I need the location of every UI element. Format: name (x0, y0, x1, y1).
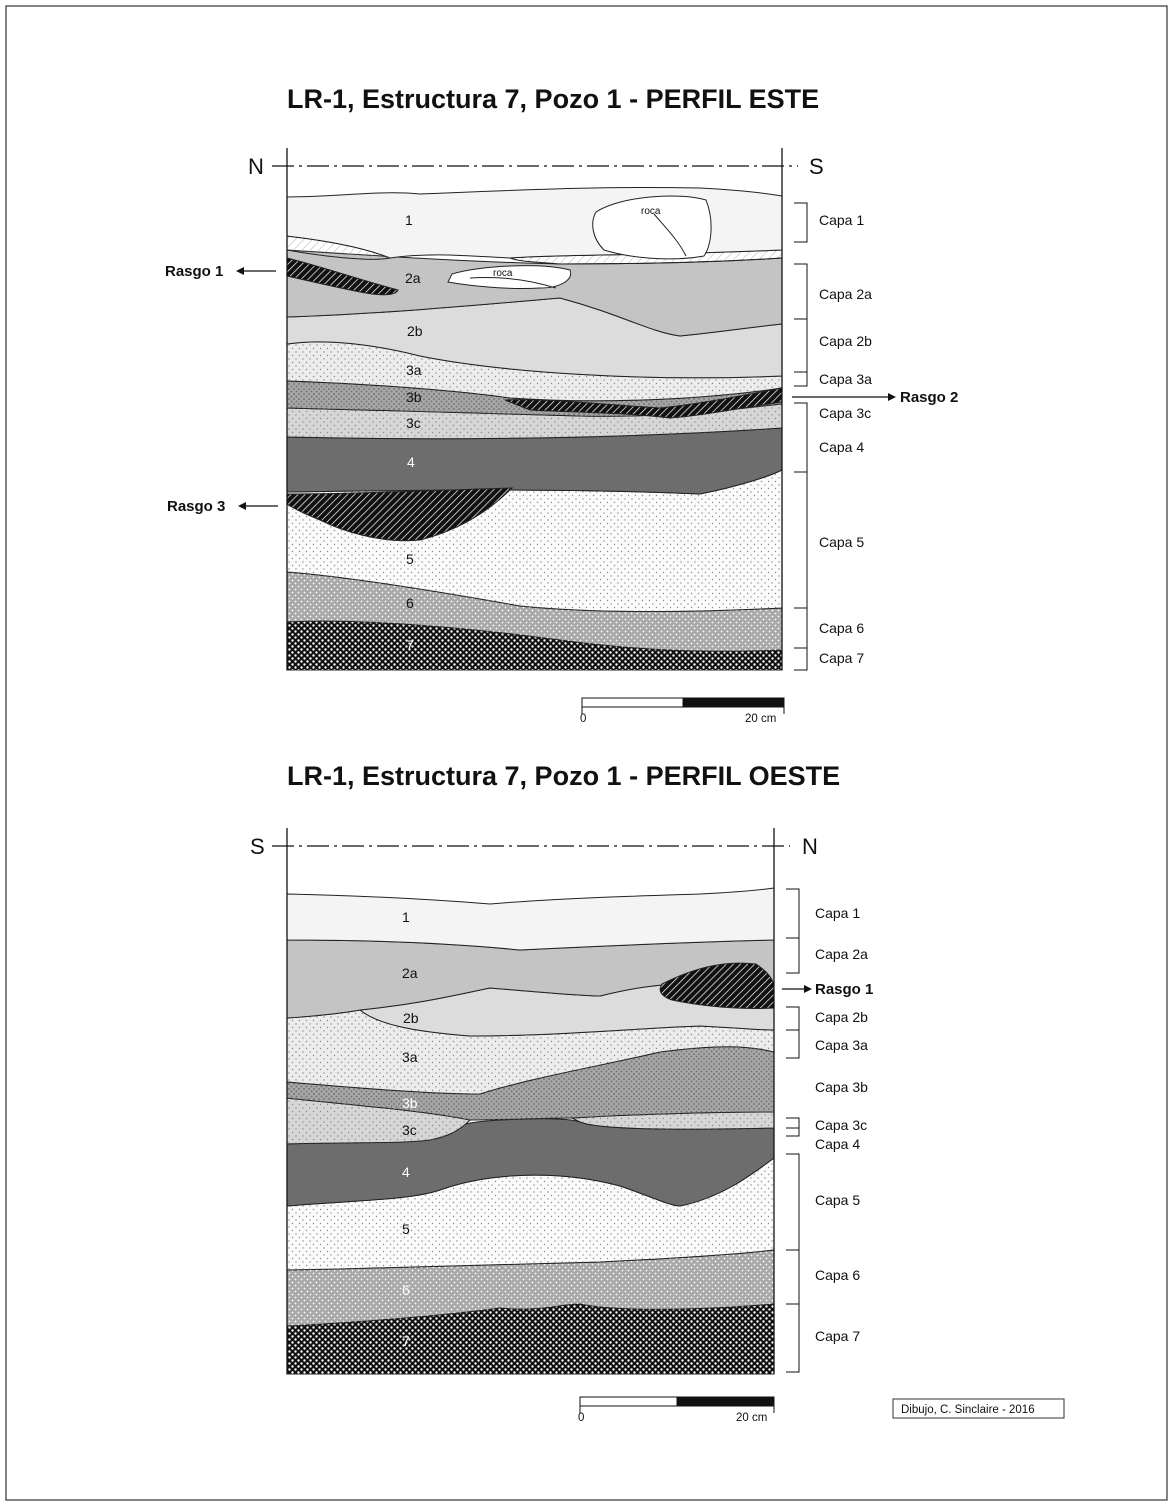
capa-brackets (786, 888, 800, 1373)
orientation-left: N (248, 154, 264, 179)
page-border (5, 5, 1168, 1501)
layer-7-dots (287, 1304, 774, 1374)
layer-3a-dots (287, 1010, 774, 1094)
scale-bar (579, 1396, 775, 1413)
capa-label: Capa 1 (819, 212, 864, 228)
profile-este-title: LR-1, Estructura 7, Pozo 1 - PERFIL ESTE (287, 84, 819, 114)
capa-label: Capa 4 (815, 1136, 860, 1152)
layer-label-3c: 3c (406, 415, 421, 431)
layer-label-7: 7 (406, 637, 414, 653)
rasgo-1-arrowhead (804, 985, 812, 993)
orientation-left: S (250, 834, 265, 859)
layer-label-5: 5 (406, 551, 414, 567)
layer-label-3a: 3a (406, 362, 422, 378)
layer-6-dots (287, 1250, 774, 1326)
rasgo-3-label: Rasgo 3 (167, 498, 225, 515)
layer-label-2b: 2b (407, 323, 423, 339)
rock-small (447, 265, 572, 290)
layer-label-1: 1 (402, 909, 410, 925)
layer-label-5: 5 (402, 1221, 410, 1237)
rasgo-1-feature (286, 257, 399, 296)
layer-label-4: 4 (402, 1164, 410, 1180)
layer-label-7: 7 (402, 1333, 410, 1349)
layer-label-6: 6 (406, 595, 414, 611)
rock-label-small: roca (493, 268, 513, 279)
orientation-right: S (809, 154, 824, 179)
layer-5-dots (287, 1158, 774, 1270)
layer-3c-dots (287, 404, 782, 439)
layer-2a (286, 249, 783, 337)
scale-bar (581, 697, 785, 714)
layer-6-dots (287, 572, 782, 652)
capa-label: Capa 1 (815, 905, 860, 921)
profile-este: LR-1, Estructura 7, Pozo 1 - PERFIL ESTE… (165, 84, 958, 725)
capa-label: Capa 4 (819, 439, 864, 455)
profile-oeste: LR-1, Estructura 7, Pozo 1 - PERFIL OEST… (250, 761, 1065, 1424)
capa-label: Capa 2b (819, 333, 872, 349)
layers (286, 186, 783, 671)
capa-label: Capa 6 (815, 1267, 860, 1283)
rasgo-2-arrowhead (888, 393, 896, 401)
capa-label: Capa 2b (815, 1009, 868, 1025)
credit-text: Dibujo, C. Sinclaire - 2016 (901, 1404, 1035, 1416)
layer-label-2a: 2a (405, 270, 421, 286)
capa-label: Capa 2a (815, 946, 868, 962)
capa-label: Capa 7 (815, 1328, 860, 1344)
rasgo-1-label: Rasgo 1 (815, 981, 873, 998)
layer-label-3a: 3a (402, 1049, 418, 1065)
capa-brackets (794, 202, 808, 671)
layer-label-2b: 2b (403, 1010, 419, 1026)
layer-3b-dots (287, 1046, 774, 1120)
capa-label: Capa 3a (815, 1037, 868, 1053)
capa-label: Capa 3c (819, 405, 871, 421)
rasgo-3-arrowhead (238, 502, 246, 510)
scale-start: 0 (580, 713, 586, 725)
layer-label-1: 1 (405, 212, 413, 228)
layer-label-6: 6 (402, 1282, 410, 1298)
rasgo-1-arrowhead (236, 267, 244, 275)
layer-label-4: 4 (407, 454, 415, 470)
scale-start: 0 (578, 1412, 584, 1424)
layer-label-2a: 2a (402, 965, 418, 981)
profile-oeste-title: LR-1, Estructura 7, Pozo 1 - PERFIL OEST… (287, 761, 840, 791)
credit-box (892, 1398, 1065, 1419)
rasgo-3-feature (286, 487, 514, 542)
layer-1 (286, 887, 775, 951)
layers (286, 887, 775, 1375)
layer-3c-dots (287, 1098, 470, 1144)
capa-label: Capa 3c (815, 1117, 867, 1133)
layer-label-3b: 3b (406, 389, 422, 405)
rock-large-crack (653, 213, 687, 257)
layer-label-3c: 3c (402, 1122, 417, 1138)
layer-7-dots (287, 621, 782, 670)
rock-large (592, 195, 712, 260)
rock-small-crack (469, 277, 557, 289)
capa-label: Capa 3b (815, 1079, 868, 1095)
layer-3c-right-dots (572, 1112, 774, 1130)
capa-label: Capa 6 (819, 620, 864, 636)
capa-label: Capa 5 (819, 534, 864, 550)
orientation-right: N (802, 834, 818, 859)
scale-end: 20 cm (745, 713, 776, 725)
rock-label-large: roca (641, 206, 661, 217)
capa-label: Capa 3a (819, 371, 872, 387)
rasgo-1-label: Rasgo 1 (165, 263, 223, 280)
capa-label: Capa 5 (815, 1192, 860, 1208)
scale-end: 20 cm (736, 1412, 767, 1424)
rasgo-2-label: Rasgo 2 (900, 389, 958, 406)
layer-label-3b: 3b (402, 1095, 418, 1111)
capa-label: Capa 7 (819, 650, 864, 666)
capa-label: Capa 2a (819, 286, 872, 302)
